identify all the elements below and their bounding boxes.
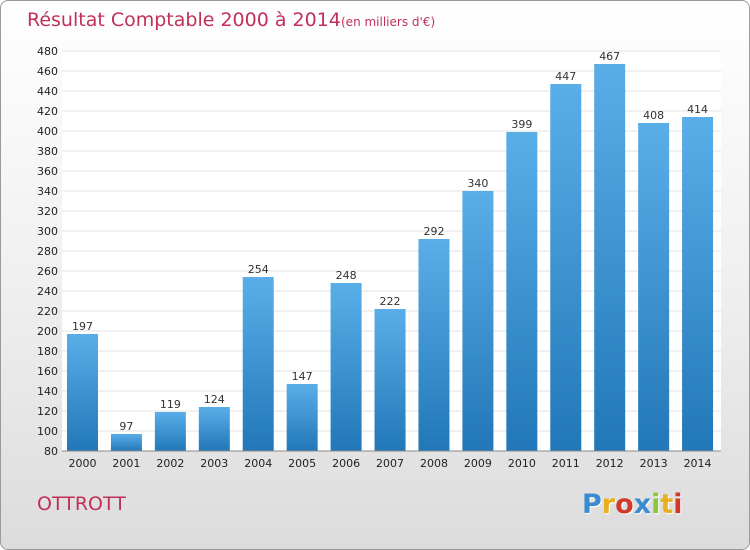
bar-2009 <box>462 191 494 451</box>
bar-2002 <box>154 412 186 451</box>
value-label: 222 <box>380 295 401 308</box>
x-tick-label: 2010 <box>508 457 536 470</box>
y-tick-label: 240 <box>37 285 58 298</box>
value-label: 97 <box>119 420 133 433</box>
value-label: 147 <box>292 370 313 383</box>
y-tick-label: 440 <box>37 85 58 98</box>
bar-2004 <box>242 277 274 451</box>
bars <box>67 64 714 451</box>
y-tick-label: 80 <box>44 445 58 458</box>
value-labels: 197 97 119 124 254 147 248 222 292 340 399 447 467 40… <box>72 50 708 433</box>
value-label: 447 <box>555 70 576 83</box>
y-tick-label: 220 <box>37 305 58 318</box>
bar-2010 <box>506 132 538 451</box>
y-tick-label: 340 <box>37 185 58 198</box>
bar-2005 <box>286 384 318 451</box>
y-tick-label: 420 <box>37 105 58 118</box>
y-tick-label: 120 <box>37 405 58 418</box>
y-tick-label: 260 <box>37 265 58 278</box>
x-axis-ticks: 2000 2001 2002 2003 2004 2005 2006 2007 2008 2009… <box>69 457 712 470</box>
x-tick-label: 2011 <box>552 457 580 470</box>
y-axis-ticks: 80 100 120 140 160 180 200 220 240 260 280 300 320 34… <box>37 45 58 458</box>
bar-2003 <box>198 407 230 451</box>
x-tick-label: 2008 <box>420 457 448 470</box>
x-tick-label: 2006 <box>332 457 360 470</box>
bar-2012 <box>594 64 626 451</box>
y-tick-label: 320 <box>37 205 58 218</box>
logo-letter: x <box>633 489 652 520</box>
x-tick-label: 2014 <box>684 457 712 470</box>
y-tick-label: 400 <box>37 125 58 138</box>
logo-letter: i <box>651 489 661 520</box>
logo-letter: P <box>582 489 602 520</box>
value-label: 340 <box>467 177 488 190</box>
y-tick-label: 100 <box>37 425 58 438</box>
value-label: 408 <box>643 109 664 122</box>
value-label: 248 <box>336 269 357 282</box>
x-tick-label: 2012 <box>596 457 624 470</box>
logo-letter: t <box>660 489 674 520</box>
x-tick-label: 2004 <box>244 457 272 470</box>
logo-letter: r <box>601 489 616 520</box>
value-label: 197 <box>72 320 93 333</box>
commune-name: OTTROTT <box>37 493 126 515</box>
y-tick-label: 380 <box>37 145 58 158</box>
x-tick-label: 2007 <box>376 457 404 470</box>
y-tick-label: 160 <box>37 365 58 378</box>
bar-2001 <box>110 434 142 451</box>
chart-subtitle: (en milliers d'€) <box>341 15 435 29</box>
y-tick-label: 480 <box>37 45 58 58</box>
y-tick-label: 300 <box>37 225 58 238</box>
bar-2008 <box>418 239 450 451</box>
value-label: 292 <box>423 225 444 238</box>
x-tick-label: 2005 <box>288 457 316 470</box>
chart-title: Résultat Comptable 2000 à 2014 <box>27 9 341 31</box>
value-label: 399 <box>511 118 532 131</box>
x-tick-label: 2001 <box>112 457 140 470</box>
bar-2007 <box>374 309 406 451</box>
logo-letter: i <box>673 489 683 520</box>
value-label: 124 <box>204 393 225 406</box>
value-label: 119 <box>160 398 181 411</box>
x-tick-label: 2000 <box>69 457 97 470</box>
value-label: 254 <box>248 263 269 276</box>
bar-2011 <box>550 84 582 451</box>
y-tick-label: 360 <box>37 165 58 178</box>
x-tick-label: 2003 <box>200 457 228 470</box>
x-tick-label: 2002 <box>156 457 184 470</box>
x-tick-label: 2013 <box>640 457 668 470</box>
value-label: 414 <box>687 103 708 116</box>
y-tick-label: 200 <box>37 325 58 338</box>
logo-letter: o <box>615 489 634 520</box>
bar-2013 <box>638 123 670 451</box>
bar-2014 <box>682 117 714 451</box>
y-tick-label: 140 <box>37 385 58 398</box>
value-label: 467 <box>599 50 620 63</box>
y-tick-label: 460 <box>37 65 58 78</box>
bar-2000 <box>67 334 98 451</box>
y-tick-label: 280 <box>37 245 58 258</box>
proxiti-logo: Proxiti <box>582 489 683 520</box>
bar-2006 <box>330 283 362 451</box>
y-tick-label: 180 <box>37 345 58 358</box>
x-tick-label: 2009 <box>464 457 492 470</box>
